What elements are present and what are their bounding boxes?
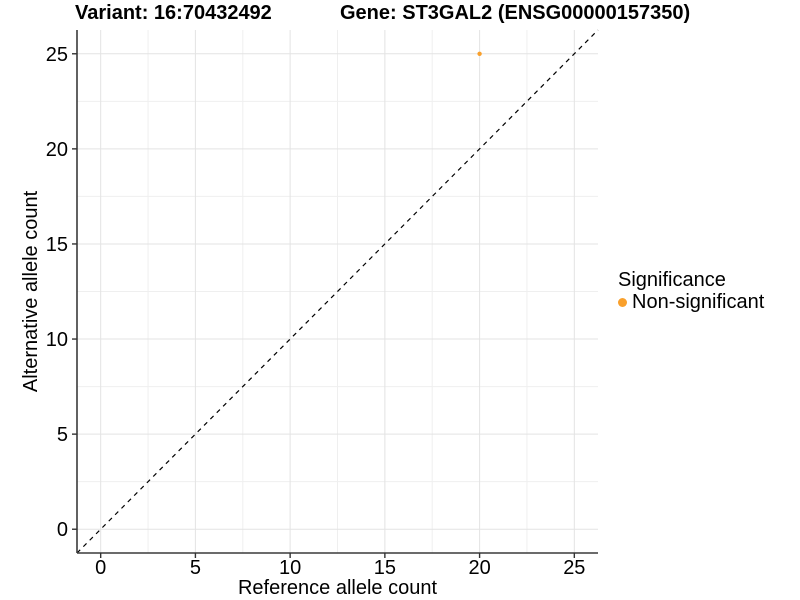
legend-point-icon bbox=[618, 298, 627, 307]
x-tick-label: 0 bbox=[95, 557, 106, 579]
gene-title: Gene: ST3GAL2 (ENSG00000157350) bbox=[340, 2, 691, 24]
legend-title: Significance bbox=[618, 269, 726, 291]
legend-item-label: Non-significant bbox=[632, 291, 765, 313]
identity-reference-line bbox=[76, 29, 599, 554]
x-axis-title: Reference allele count bbox=[238, 577, 437, 599]
data-point bbox=[477, 51, 482, 56]
y-tick-label: 10 bbox=[46, 329, 68, 351]
legend-item: Non-significant bbox=[618, 292, 764, 313]
legend: Significance Non-significant bbox=[618, 270, 764, 313]
y-tick-label: 5 bbox=[57, 424, 68, 446]
y-tick-label: 15 bbox=[46, 234, 68, 256]
y-tick-label: 20 bbox=[46, 139, 68, 161]
x-tick-label: 10 bbox=[279, 557, 301, 579]
x-tick-label: 20 bbox=[468, 557, 490, 579]
y-tick-label: 0 bbox=[57, 519, 68, 541]
y-tick-label: 25 bbox=[46, 44, 68, 66]
x-tick-label: 25 bbox=[563, 557, 585, 579]
y-axis-title: Alternative allele count bbox=[20, 190, 42, 392]
variant-title: Variant: 16:70432492 bbox=[75, 2, 272, 24]
x-tick-label: 5 bbox=[190, 557, 201, 579]
x-tick-label: 15 bbox=[374, 557, 396, 579]
